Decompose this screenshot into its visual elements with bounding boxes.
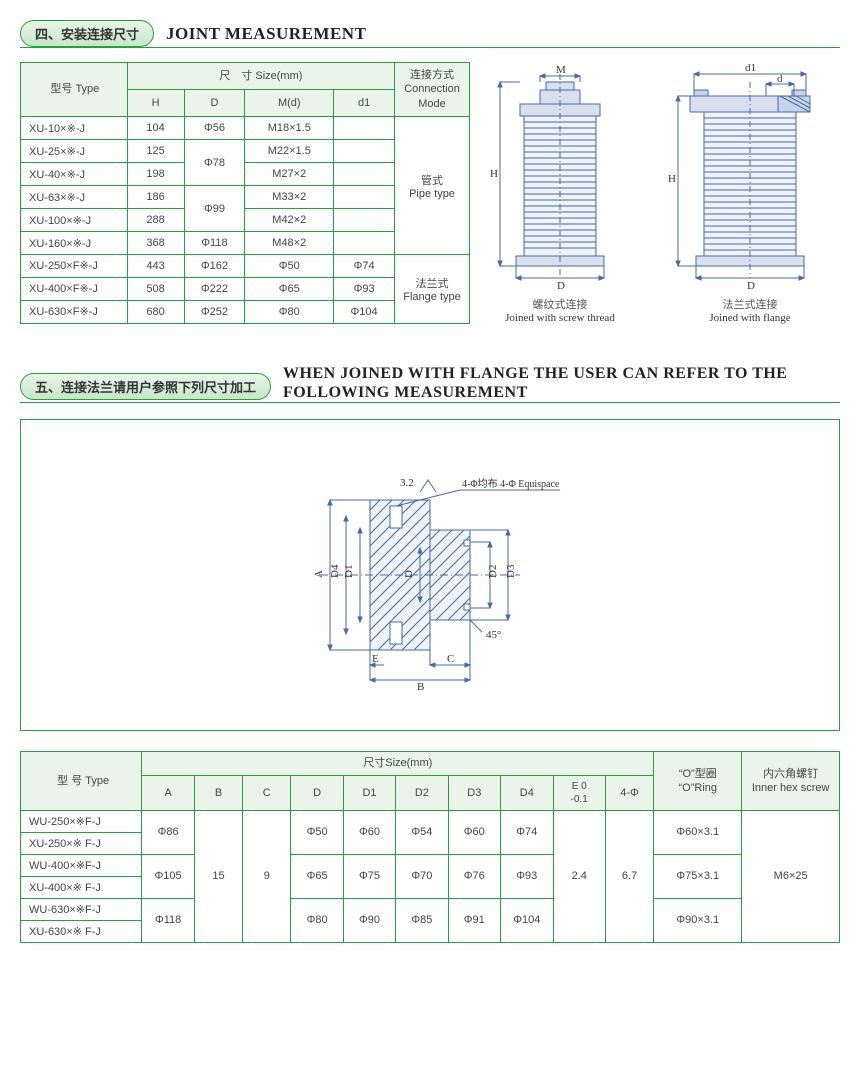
- svg-text:H: H: [668, 173, 676, 185]
- th-mode: 连接方式 Connection Mode: [395, 63, 470, 117]
- svg-text:D3: D3: [505, 564, 517, 578]
- svg-text:D: D: [557, 280, 565, 292]
- svg-text:45°: 45°: [486, 629, 501, 641]
- flange-mode: 法兰式 Flange type: [395, 254, 470, 323]
- section-5-badge: 五、连接法兰请用户参照下列尺寸加工: [20, 373, 271, 400]
- th2-oring: “O”型圈 “O”Ring: [654, 752, 742, 810]
- svg-text:d1: d1: [745, 62, 756, 74]
- table-row: XU-10×※-J 104 Φ56 M18×1.5 管式 Pipe type: [21, 117, 470, 140]
- th2-size: 尺寸Size(mm): [142, 752, 654, 775]
- diag2-cap-en: Joined with flange: [660, 312, 840, 324]
- svg-text:A: A: [313, 570, 325, 578]
- flange-dimension-table: 型 号 Type 尺寸Size(mm) “O”型圈 “O”Ring 内六角螺钉 …: [20, 751, 840, 942]
- table-row: WU-630×※F-J Φ118 Φ80 Φ90 Φ85 Φ91 Φ104 Φ9…: [21, 898, 840, 920]
- svg-text:D: D: [403, 570, 415, 578]
- diagram-flange: d1 d H D 法兰式连接: [660, 62, 840, 324]
- th-H: H: [127, 90, 184, 117]
- svg-text:3.2: 3.2: [400, 477, 414, 489]
- diag2-cap-cn: 法兰式连接: [660, 296, 840, 312]
- th2-type: 型 号 Type: [21, 752, 142, 810]
- section-4-header: 四、安装连接尺寸 JOINT MEASUREMENT: [20, 20, 840, 48]
- svg-text:4-Φ均布 4-Φ Equispace: 4-Φ均布 4-Φ Equispace: [462, 478, 560, 490]
- pipe-mode: 管式 Pipe type: [395, 117, 470, 255]
- svg-text:D1: D1: [343, 565, 355, 578]
- th-D: D: [184, 90, 245, 117]
- th-type: 型号 Type: [21, 63, 128, 117]
- svg-text:d: d: [777, 73, 783, 85]
- svg-text:M: M: [556, 64, 566, 76]
- svg-text:D: D: [747, 280, 755, 292]
- svg-text:D4: D4: [329, 564, 341, 578]
- diagram-screw-thread: M H D 螺纹式连接 Joined with screw thread: [480, 62, 640, 324]
- section-4-badge: 四、安装连接尺寸: [20, 20, 154, 47]
- section-4-title: JOINT MEASUREMENT: [166, 24, 366, 44]
- table-row: WU-250×※F-J Φ86 15 9 Φ50 Φ60 Φ54 Φ60 Φ74…: [21, 810, 840, 832]
- th2-screw: 内六角螺钉 Inner hex screw: [742, 752, 840, 810]
- joint-measurement-table: 型号 Type 尺 寸 Size(mm) 连接方式 Connection Mod…: [20, 62, 470, 324]
- section-4-diagrams: M H D 螺纹式连接 Joined with screw thread: [480, 62, 840, 324]
- svg-text:C: C: [447, 653, 454, 665]
- th-d1: d1: [334, 90, 395, 117]
- diag1-cap-cn: 螺纹式连接: [480, 296, 640, 312]
- section-4-body: 型号 Type 尺 寸 Size(mm) 连接方式 Connection Mod…: [20, 62, 840, 324]
- section-5-title: WHEN JOINED WITH FLANGE THE USER CAN REF…: [283, 364, 840, 402]
- svg-text:D2: D2: [487, 565, 499, 578]
- th-M: M(d): [245, 90, 334, 117]
- section-5-header: 五、连接法兰请用户参照下列尺寸加工 WHEN JOINED WITH FLANG…: [20, 364, 840, 403]
- table-row: WU-400×※F-J Φ105 Φ65 Φ75 Φ70 Φ76 Φ93 Φ75…: [21, 854, 840, 876]
- svg-text:B: B: [417, 681, 424, 690]
- svg-text:E: E: [372, 653, 379, 665]
- th-size: 尺 寸 Size(mm): [127, 63, 394, 90]
- diag1-cap-en: Joined with screw thread: [480, 312, 640, 324]
- svg-text:H: H: [490, 168, 498, 180]
- flange-cross-section-diagram: 45° 3.2 4-Φ均布 4-Φ Equispace A D4 D1: [20, 419, 840, 731]
- table-row: XU-250×F※-J 443 Φ162 Φ50 Φ74 法兰式 Flange …: [21, 254, 470, 277]
